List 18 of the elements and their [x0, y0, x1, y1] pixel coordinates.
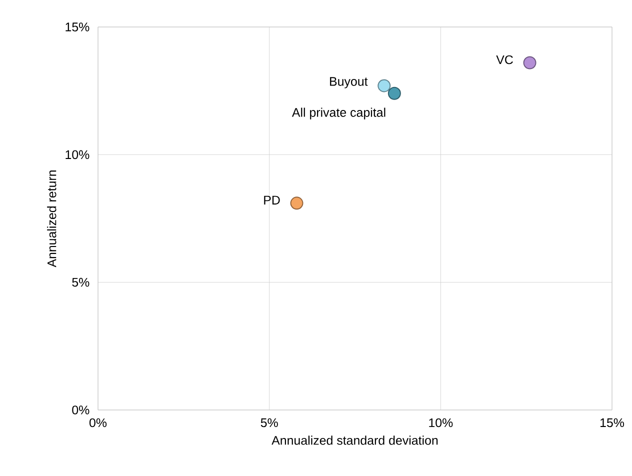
series-label: PD: [264, 196, 280, 204]
point: [378, 79, 391, 92]
x-tick-label: 0%: [89, 418, 107, 428]
x-tick-label: 10%: [429, 418, 453, 428]
series-label: All private capital: [292, 108, 386, 120]
x-tick-label: 5%: [260, 418, 278, 428]
y-axis-title: Annualized return: [47, 170, 56, 268]
x-tick-label: 15%: [600, 418, 624, 428]
point: [290, 196, 304, 210]
point: [523, 56, 536, 70]
series-label: Buyout: [330, 77, 368, 88]
series-label: VC: [496, 55, 513, 64]
y-tick-label: 5%: [72, 278, 90, 287]
point: [388, 86, 401, 100]
y-tick-label: 10%: [66, 150, 90, 160]
x-axis-title: Annualized standard deviation: [272, 436, 438, 445]
y-tick-label: 15%: [66, 22, 90, 32]
y-tick-label: 0%: [72, 406, 90, 414]
